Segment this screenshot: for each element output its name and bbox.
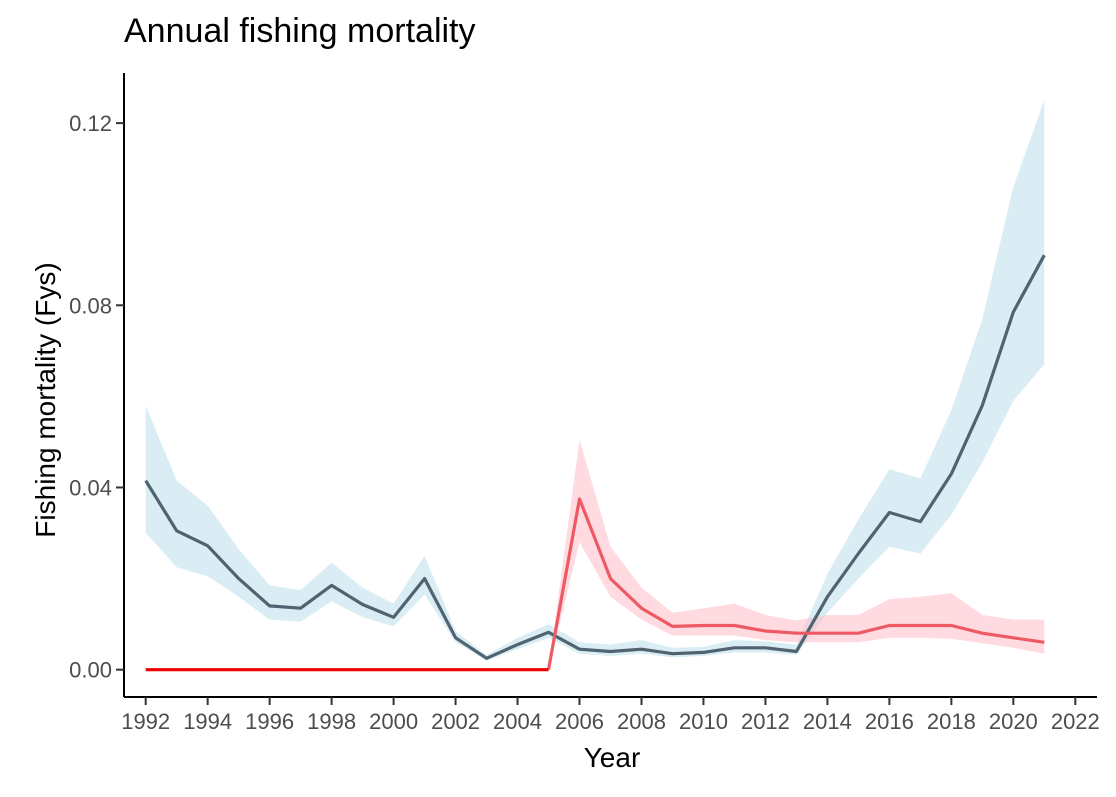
chart-title: Annual fishing mortality [124,12,476,50]
x-tick-label: 1996 [245,709,294,734]
x-tick-label: 2006 [555,709,604,734]
series-2-line [546,497,1045,670]
x-tick-label: 2016 [865,709,914,734]
y-tick-label: 0.04 [69,475,112,500]
series-2-band [548,439,1045,670]
x-tick-label: 2022 [1051,709,1100,734]
x-tick-label: 2010 [679,709,728,734]
x-tick-label: 2012 [741,709,790,734]
y-axis-label: Fishing mortality (Fys) [30,262,61,538]
series-lines [144,254,1046,672]
x-tick-label: 2014 [803,709,852,734]
confidence-bands [145,100,1045,670]
x-tick-label: 1994 [183,709,232,734]
y-tick-label: 0.08 [69,293,112,318]
series-1-band [145,100,1045,661]
x-tick-label: 1992 [121,709,170,734]
x-tick-label: 1998 [307,709,356,734]
y-tick-label: 0.00 [69,658,112,683]
x-tick-label: 2008 [617,709,666,734]
axes: 0.00 0.04 0.08 0.12 1992 1994 1996 1998 2000 2002… [69,73,1100,734]
x-tick-label: 2020 [989,709,1038,734]
x-tick-label: 2000 [369,709,418,734]
series-1-line [144,254,1046,660]
x-tick-label: 2004 [493,709,542,734]
x-tick-label: 2018 [927,709,976,734]
x-tick-label: 2002 [431,709,480,734]
x-axis-label: Year [583,742,641,773]
y-tick-label: 0.12 [69,111,112,136]
